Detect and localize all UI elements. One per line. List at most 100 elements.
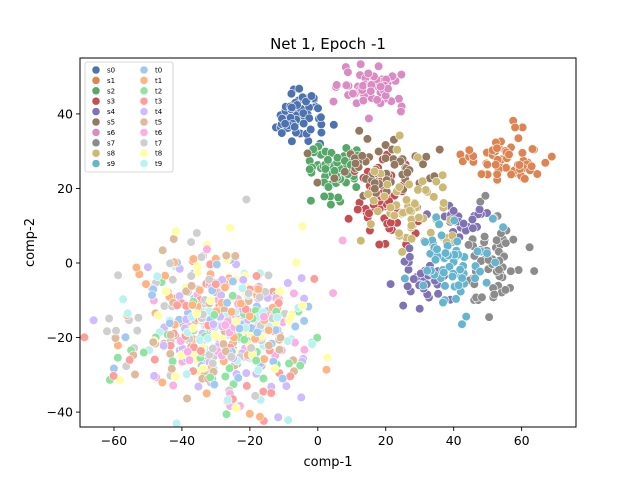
point-s8 xyxy=(406,221,417,231)
point-t8 xyxy=(171,226,181,236)
legend-label-s4: s4 xyxy=(107,108,116,116)
point-t3 xyxy=(211,279,221,289)
point-s1 xyxy=(547,152,557,162)
point-t2 xyxy=(113,353,123,363)
point-t7 xyxy=(196,252,207,262)
point-t9 xyxy=(307,339,317,349)
point-s9 xyxy=(432,244,442,254)
point-t7 xyxy=(102,326,112,336)
point-s9 xyxy=(455,265,465,275)
point-t3 xyxy=(108,371,119,381)
point-s8 xyxy=(429,192,439,202)
point-s0 xyxy=(313,103,323,113)
point-t1 xyxy=(321,365,332,375)
legend-marker-s3 xyxy=(91,96,101,106)
point-s4 xyxy=(405,252,415,262)
legend-marker-s6 xyxy=(91,128,101,137)
point-s1 xyxy=(464,145,474,155)
point-t2 xyxy=(284,358,294,369)
point-s9 xyxy=(437,230,447,240)
point-t5 xyxy=(166,330,176,340)
point-s0 xyxy=(277,128,287,138)
point-s1 xyxy=(513,133,524,143)
point-s3 xyxy=(344,214,354,224)
point-s9 xyxy=(451,294,461,304)
point-t7 xyxy=(186,271,196,281)
point-t0 xyxy=(212,259,222,270)
point-s6 xyxy=(363,68,373,79)
point-s0 xyxy=(306,124,316,135)
point-s8 xyxy=(395,130,405,141)
legend-label-t8: t8 xyxy=(155,150,162,158)
point-s7 xyxy=(508,235,518,245)
point-t3 xyxy=(309,274,319,284)
point-t4 xyxy=(208,319,218,329)
point-t0 xyxy=(120,332,131,342)
legend-label-t2: t2 xyxy=(155,87,162,95)
legend-marker-t1 xyxy=(139,76,149,85)
point-s9 xyxy=(482,248,492,258)
point-s7 xyxy=(529,266,539,276)
point-t8 xyxy=(198,363,208,373)
point-s6 xyxy=(348,88,358,99)
point-s1 xyxy=(510,122,520,132)
point-s6 xyxy=(328,96,339,107)
point-s1 xyxy=(527,144,538,154)
point-s5 xyxy=(389,160,400,170)
point-s8 xyxy=(439,198,449,208)
point-s5 xyxy=(381,140,391,150)
legend-label-t9: t9 xyxy=(155,160,162,168)
point-t8 xyxy=(192,309,202,319)
point-t8 xyxy=(210,330,220,341)
legend-label-t7: t7 xyxy=(155,139,162,147)
point-s8 xyxy=(394,182,404,192)
point-t1 xyxy=(160,271,170,281)
point-t7 xyxy=(113,270,123,280)
point-s4 xyxy=(467,214,478,225)
point-s6 xyxy=(394,94,404,104)
point-t7 xyxy=(192,228,202,238)
point-t3 xyxy=(79,332,89,342)
point-t2 xyxy=(228,291,238,301)
point-t9 xyxy=(123,308,133,319)
point-t4 xyxy=(149,371,159,381)
point-s7 xyxy=(494,265,504,275)
point-s2 xyxy=(326,200,336,210)
legend-marker-t9 xyxy=(139,159,149,168)
point-s5 xyxy=(357,151,367,161)
point-t6 xyxy=(202,244,212,254)
point-t0 xyxy=(233,373,243,383)
legend-marker-s0 xyxy=(91,65,101,75)
point-s8 xyxy=(382,180,392,190)
point-s4 xyxy=(468,223,478,233)
x-tick-label: 0 xyxy=(314,433,322,448)
point-s7 xyxy=(500,285,511,295)
point-s8 xyxy=(413,152,423,162)
point-s5 xyxy=(380,153,391,163)
point-t1 xyxy=(236,298,246,309)
point-s4 xyxy=(415,304,425,314)
point-s7 xyxy=(475,197,485,207)
point-t3 xyxy=(150,355,160,365)
point-t1 xyxy=(227,307,237,317)
point-s6 xyxy=(364,113,374,124)
legend-marker-t5 xyxy=(139,117,149,127)
legend-label-s1: s1 xyxy=(107,77,115,85)
point-t8 xyxy=(188,323,198,333)
point-s9 xyxy=(447,271,458,282)
point-t7 xyxy=(111,326,121,336)
point-t2 xyxy=(205,372,215,383)
point-s8 xyxy=(356,236,366,246)
point-s8 xyxy=(438,170,448,180)
point-s6 xyxy=(366,86,376,96)
point-s0 xyxy=(287,102,297,113)
point-t2 xyxy=(220,371,230,382)
point-s9 xyxy=(472,246,483,256)
point-s8 xyxy=(438,182,448,192)
point-s0 xyxy=(306,91,317,101)
point-t9 xyxy=(253,365,263,376)
point-t5 xyxy=(274,345,285,355)
point-t5 xyxy=(221,251,231,261)
point-t4 xyxy=(297,273,307,283)
point-t5 xyxy=(130,369,140,380)
